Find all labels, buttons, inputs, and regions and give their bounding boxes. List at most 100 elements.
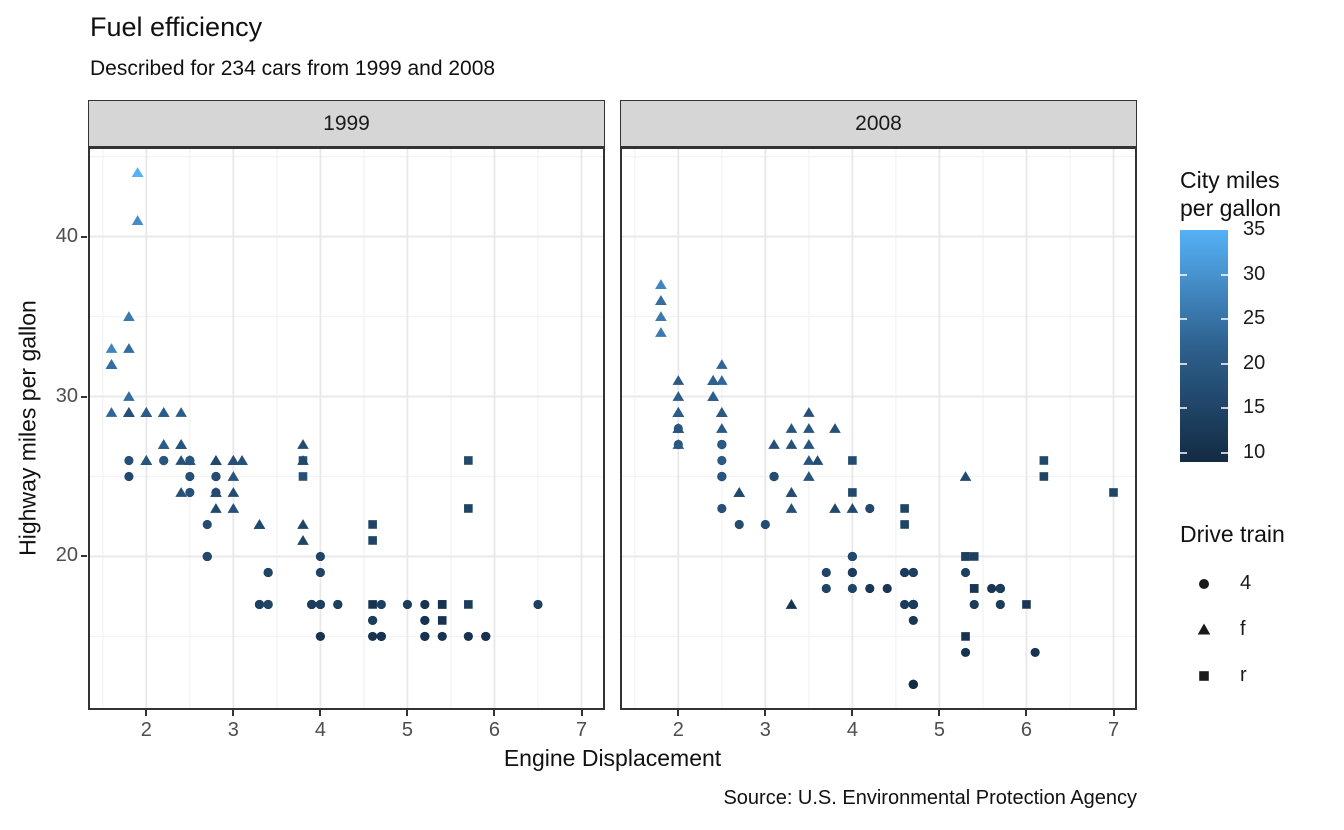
data-point (227, 503, 240, 513)
data-point (368, 631, 378, 642)
x-tick-mark (580, 710, 583, 716)
data-point (900, 599, 910, 610)
data-point (848, 456, 857, 465)
data-point (140, 407, 153, 417)
facet-strip-label: 1999 (323, 111, 370, 135)
data-point (175, 407, 187, 417)
data-point (297, 455, 309, 465)
panel-1999 (88, 147, 605, 710)
x-tick-label: 4 (314, 719, 326, 741)
data-point (263, 567, 273, 578)
colorbar-tick-label: 30 (1243, 262, 1266, 285)
data-point (123, 391, 135, 401)
colorbar-tick-mark (1180, 273, 1187, 276)
colorbar-tick-mark (1221, 407, 1228, 410)
data-point (298, 472, 308, 481)
x-tick-mark (493, 710, 496, 716)
data-point (297, 535, 309, 545)
data-point (785, 423, 798, 433)
colorbar-tick-label: 20 (1243, 351, 1266, 374)
data-point (785, 599, 798, 609)
data-point (420, 631, 430, 642)
x-tick-label: 5 (933, 719, 945, 741)
data-point (829, 423, 841, 433)
plot-title: Fuel efficiency (90, 12, 263, 42)
data-point (655, 279, 667, 289)
colorbar-tick-label: 25 (1243, 307, 1266, 330)
data-point (420, 599, 430, 610)
data-point (900, 504, 909, 513)
data-point (1039, 472, 1049, 481)
y-tick-mark (81, 395, 87, 398)
data-point (908, 679, 918, 690)
facet-strip-label: 2008 (855, 111, 902, 135)
data-point (969, 552, 979, 561)
data-point (105, 359, 118, 369)
data-point (1030, 647, 1040, 658)
x-tick-mark (764, 710, 767, 716)
x-tick-mark (232, 710, 235, 716)
data-point (123, 343, 135, 353)
data-point (672, 375, 685, 385)
data-point (717, 439, 727, 450)
colorbar-tick-label: 10 (1243, 441, 1266, 464)
data-point (716, 375, 728, 385)
colorbar-tick-mark (1180, 362, 1187, 365)
data-point (987, 583, 997, 594)
data-point (672, 439, 685, 449)
data-point (768, 439, 780, 449)
x-tick-mark (851, 710, 854, 716)
colorbar-tick-mark (1221, 318, 1228, 321)
legend-key-square-icon (1192, 664, 1216, 688)
data-point (307, 599, 317, 610)
x-tick-label: 6 (488, 719, 501, 741)
data-point (995, 599, 1005, 610)
x-tick-label: 5 (401, 719, 413, 741)
data-point (185, 471, 195, 482)
colorbar-tick-label: 15 (1243, 396, 1266, 419)
colorbar-legend-title: City miles per gallon (1180, 167, 1282, 222)
data-point (959, 471, 972, 481)
colorbar-tick-mark (1221, 362, 1228, 365)
data-point (105, 343, 118, 353)
data-point (811, 455, 824, 465)
data-point (900, 520, 909, 529)
data-point (202, 551, 212, 562)
data-point (253, 519, 266, 529)
data-point (803, 439, 815, 449)
y-axis-title: Highway miles per gallon (14, 300, 41, 556)
data-point (707, 391, 719, 401)
data-point (297, 519, 309, 529)
legend-label-4: 4 (1240, 572, 1252, 594)
x-tick-mark (677, 710, 680, 716)
data-point (717, 455, 727, 466)
data-point (785, 503, 798, 513)
data-point (821, 567, 831, 578)
data-point (716, 359, 728, 369)
data-point (961, 632, 970, 641)
data-point (655, 311, 667, 321)
x-tick-label: 2 (140, 719, 152, 741)
data-point (315, 599, 325, 610)
data-point (908, 599, 918, 610)
data-point (263, 599, 273, 610)
data-point (908, 567, 918, 578)
data-point (829, 503, 841, 513)
data-point (175, 439, 187, 449)
data-point (481, 631, 491, 642)
data-point (717, 471, 727, 482)
data-point (376, 631, 386, 642)
data-point (185, 455, 195, 466)
facet-strip-1999: 1999 (88, 100, 605, 147)
data-point (202, 519, 212, 530)
data-point (464, 504, 473, 513)
data-point (175, 455, 187, 465)
data-point (131, 167, 144, 177)
data-point (707, 375, 719, 385)
x-tick-label: 4 (846, 719, 858, 741)
data-point (960, 647, 971, 658)
data-point (716, 407, 728, 417)
data-point (157, 407, 170, 417)
x-tick-mark (406, 710, 409, 716)
